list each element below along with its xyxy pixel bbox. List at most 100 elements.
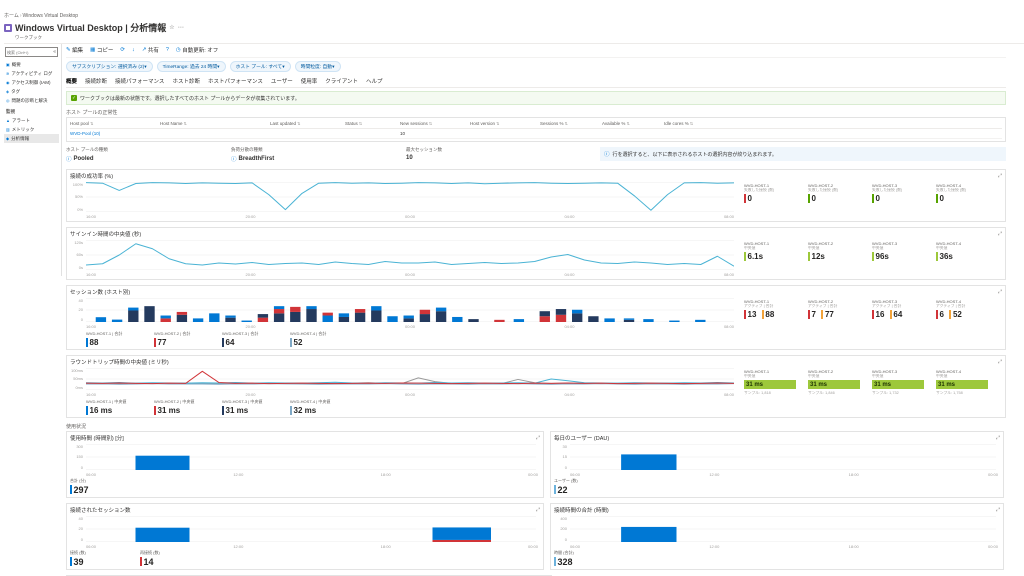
table-column-header-3[interactable]: Status ⇅ <box>345 121 400 126</box>
toolbar-item-2[interactable]: ⟳ <box>120 47 125 53</box>
expand-icon[interactable]: ⤢ <box>535 434 540 441</box>
favorite-star-icon[interactable]: ☆ <box>169 25 175 31</box>
expand-icon[interactable]: ⤢ <box>997 288 1002 295</box>
expand-icon[interactable]: ⤢ <box>995 434 1000 441</box>
table-column-header-4[interactable]: New sessions ⇅ <box>400 121 470 126</box>
more-icon[interactable]: ⋯ <box>177 25 184 31</box>
stat-tile[interactable]: 再接続 (数) 14 <box>140 550 198 567</box>
usage-tiles: ユーザー (数) 22 <box>554 478 1000 495</box>
expand-icon[interactable]: ⤢ <box>997 172 1002 179</box>
sidebar-item-2[interactable]: ◉ アクセス制御 (IAM) <box>4 78 59 87</box>
sort-icon: ⇅ <box>496 121 500 126</box>
sidebar-item-0[interactable]: ▣ 概要 <box>4 60 59 69</box>
toolbar-item-1[interactable]: ▦ コピー <box>90 46 113 54</box>
stat-tile[interactable]: WVD-HOST-1 | 合計 88 <box>86 331 144 347</box>
expand-icon[interactable]: ⤢ <box>997 230 1002 237</box>
sidebar-item-8[interactable]: ◆ 分析情報 <box>4 134 59 143</box>
toolbar-item-3[interactable]: ↓ <box>132 47 135 53</box>
toolbar-item-5[interactable]: ? <box>166 47 169 53</box>
sidebar-item-1[interactable]: ≋ アクティビティ ログ <box>4 69 59 78</box>
toolbar-item-6[interactable]: ◷ 自動更新: オフ <box>176 46 218 54</box>
expand-icon[interactable]: ⤢ <box>995 506 1000 513</box>
stat-tile[interactable]: WVD-HOST-3 | 合計 64 <box>222 331 280 347</box>
tab-8[interactable]: ヘルプ <box>366 79 383 85</box>
stat-tile[interactable]: WVD-HOST-3 アクティブ | 合計 16 64 <box>872 299 930 319</box>
table-column-header-6[interactable]: Sessions % ⇅ <box>540 121 602 126</box>
filter-pill-3[interactable]: 時間粒度: 自動▾ <box>294 61 341 72</box>
stat-tile[interactable]: WVD-HOST-2 | 中央値 31 ms <box>154 399 212 415</box>
tile-value-pair: 6 52 <box>936 309 994 319</box>
stat-tile[interactable]: WVD-HOST-3 中央値 31 ms サンプル: 1,732 <box>872 369 930 396</box>
sidebar-item-3[interactable]: ◈ タグ <box>4 87 59 96</box>
toolbar-item-0[interactable]: ✎ 編集 <box>66 46 83 54</box>
sidebar-item-4[interactable]: ◎ 問題の診断と解決 <box>4 96 59 105</box>
stat-tile[interactable]: WVD-HOST-3 中央値 96s <box>872 241 930 261</box>
breadcrumb[interactable]: ホーム›Windows Virtual Desktop <box>4 12 1024 19</box>
collapse-icon[interactable]: « <box>53 49 56 55</box>
tab-1[interactable]: 接続診断 <box>85 79 108 85</box>
table-column-header-5[interactable]: Host version ⇅ <box>470 121 540 126</box>
tab-3[interactable]: ホスト診断 <box>172 79 200 85</box>
stat-tile[interactable]: WVD-HOST-1 | 中央値 16 ms <box>86 399 144 415</box>
usage-panel-0: 使用時間 (時間別) [分] ⤢ 300 150 0 06:00 12:00 18:00 00:… <box>66 430 544 498</box>
table-column-header-0[interactable]: Host pool ⇅ <box>70 121 160 126</box>
stat-tile[interactable]: WVD-HOST-1 失敗した接続 (数) 0 <box>744 183 802 203</box>
stat-tile[interactable]: WVD-HOST-4 中央値 31 ms サンプル: 1,758 <box>936 369 994 396</box>
filter-pill-1[interactable]: TimeRange: 過去 24 時間▾ <box>156 61 226 72</box>
tab-2[interactable]: 接続パフォーマンス <box>115 79 165 85</box>
stat-tile[interactable]: WVD-HOST-2 中央値 12s <box>808 241 866 261</box>
stat-tile[interactable]: 時間 (合計) 328 <box>554 550 612 567</box>
sidebar-item-7[interactable]: ▥ メトリック <box>4 125 59 134</box>
stat-tile[interactable]: WVD-HOST-3 | 中央値 31 ms <box>222 399 280 415</box>
tab-7[interactable]: クライアント <box>325 79 359 85</box>
table-column-header-7[interactable]: Available % ⇅ <box>602 121 664 126</box>
stat-tile[interactable]: ユーザー (数) 22 <box>554 478 612 495</box>
axis-tick: 40 <box>78 297 83 303</box>
table-column-header-1[interactable]: Host Name ⇅ <box>160 121 270 126</box>
breadcrumb-home[interactable]: ホーム <box>4 13 19 19</box>
table-row[interactable]: WVD-Pool (10) 10 <box>70 129 1002 139</box>
stat-tile[interactable]: WVD-HOST-2 失敗した接続 (数) 0 <box>808 183 866 203</box>
breadcrumb-current[interactable]: Windows Virtual Desktop <box>22 13 79 19</box>
filter-pill-2[interactable]: ホスト プール: すべて▾ <box>229 61 291 72</box>
stat-tile[interactable]: WVD-HOST-3 失敗した接続 (数) 0 <box>872 183 930 203</box>
stat-tile[interactable]: WVD-HOST-4 | 合計 52 <box>290 331 348 347</box>
tab-5[interactable]: ユーザー <box>270 79 293 85</box>
filter-pill-0[interactable]: サブスクリプション: 選択済み (2)▾ <box>66 61 153 72</box>
usage-bars <box>570 444 996 470</box>
sidebar-search-input[interactable] <box>7 49 53 55</box>
stat-tile[interactable]: WVD-HOST-1 アクティブ | 合計 13 88 <box>744 299 802 319</box>
stat-tile[interactable]: WVD-HOST-4 失敗した接続 (数) 0 <box>936 183 994 203</box>
toolbar-icon-5: ? <box>165 47 169 53</box>
usage-bar-chart: 30 15 0 06:00 12:00 18:00 00:00 <box>554 443 1000 477</box>
stat-tile[interactable]: WVD-HOST-4 中央値 36s <box>936 241 994 261</box>
axis-tick: 50% <box>74 194 83 199</box>
expand-icon[interactable]: ⤢ <box>997 358 1002 365</box>
stat-tile[interactable]: WVD-HOST-4 | 中央値 32 ms <box>290 399 348 415</box>
stat-tile[interactable]: WVD-HOST-4 アクティブ | 合計 6 52 <box>936 299 994 319</box>
tile-value-pair: 13 88 <box>744 309 802 319</box>
stat-tile[interactable]: WVD-HOST-1 中央値 6.1s <box>744 241 802 261</box>
table-column-header-2[interactable]: Last updated ⇅ <box>270 121 345 126</box>
tile-value-pair: 16 64 <box>872 309 930 319</box>
stat-tile[interactable]: WVD-HOST-1 中央値 31 ms サンプル: 1,818 <box>744 369 802 396</box>
tile-sublabel: 中央値 <box>936 245 948 250</box>
toolbar-item-4[interactable]: ↗ 共有 <box>142 46 159 54</box>
tab-4[interactable]: ホストパフォーマンス <box>207 79 263 85</box>
axis-tick: 50ms <box>73 376 83 381</box>
stat-tile[interactable]: WVD-HOST-2 中央値 31 ms サンプル: 1,846 <box>808 369 866 396</box>
menu-item-icon: ▥ <box>6 127 10 132</box>
expand-icon[interactable]: ⤢ <box>535 506 540 513</box>
tile-label: WVD-HOST-2 | 合計 <box>154 330 191 336</box>
sidebar-item-6[interactable]: ▲ アラート <box>4 116 59 125</box>
sidebar-searchbox[interactable]: « <box>5 47 58 57</box>
stat-tile[interactable]: 接続 (数) 39 <box>70 550 128 567</box>
table-column-header-8[interactable]: Idle cores % ⇅ <box>664 121 724 126</box>
tab-0[interactable]: 概要 <box>66 79 78 85</box>
stat-value-text: 10 <box>406 154 413 161</box>
tab-6[interactable]: 使用率 <box>300 79 318 85</box>
stat-tile[interactable]: WVD-HOST-2 | 合計 77 <box>154 331 212 347</box>
stat-tile[interactable]: 合計 (分) 297 <box>70 478 128 495</box>
tile-samples: サンプル: 1,732 <box>872 390 899 395</box>
stat-tile[interactable]: WVD-HOST-2 アクティブ | 合計 7 77 <box>808 299 866 319</box>
